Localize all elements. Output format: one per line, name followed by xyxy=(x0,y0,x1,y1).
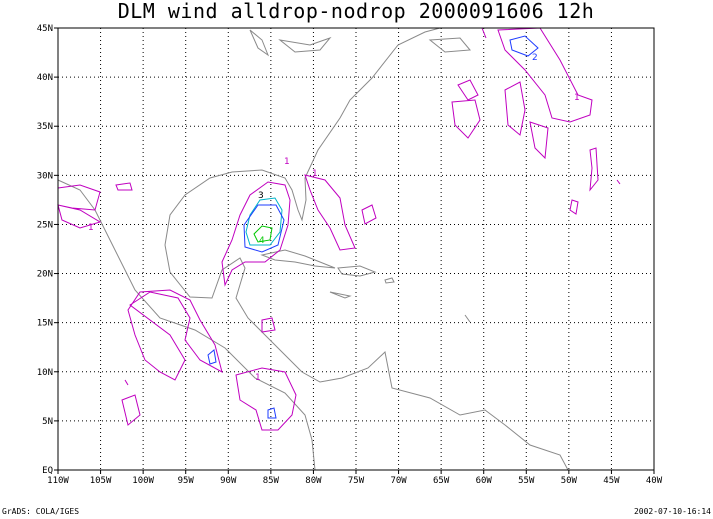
contour-3 xyxy=(245,197,283,246)
contour-1 xyxy=(481,27,593,123)
x-tick-label: 90W xyxy=(220,476,237,486)
grid xyxy=(54,27,655,474)
contour-1 xyxy=(57,182,377,229)
coastline xyxy=(164,244,569,471)
contour-label: 3 xyxy=(258,191,264,201)
x-tick-label: 105W xyxy=(90,476,112,486)
footer-left: GrADS: COLA/IGES xyxy=(2,507,79,516)
y-tick-label: EQ xyxy=(42,466,53,476)
contour-1 xyxy=(127,289,223,381)
contour-4 xyxy=(253,225,273,243)
contour-1 xyxy=(121,317,297,431)
coastline xyxy=(260,249,336,269)
contour-2 xyxy=(243,204,285,253)
contour-labels: 3 4 1 1 1 2 1 1 xyxy=(88,53,580,383)
x-tick-label: 60W xyxy=(476,476,493,486)
coastline xyxy=(164,27,441,246)
contours xyxy=(57,27,621,431)
x-tick-label: 100W xyxy=(132,476,154,486)
y-tick-label: 35N xyxy=(37,122,53,132)
x-tick-label: 80W xyxy=(305,476,322,486)
contour-2 xyxy=(207,35,539,419)
coastlines xyxy=(57,27,569,471)
contour-label: 1 xyxy=(574,93,580,103)
coastline xyxy=(249,29,472,323)
y-tick-label: 15N xyxy=(37,319,53,329)
contour-label: 1 xyxy=(312,169,318,179)
y-tick-label: 30N xyxy=(37,171,53,181)
map-frame xyxy=(57,27,655,471)
coastline xyxy=(57,179,316,471)
footer-right: 2002-07-10-16:14 xyxy=(634,507,711,516)
x-tick-label: 45W xyxy=(603,476,620,486)
x-tick-label: 50W xyxy=(561,476,578,486)
contour-label: 1 xyxy=(284,157,290,167)
contour-1 xyxy=(221,181,291,287)
y-tick-label: 20N xyxy=(37,270,53,280)
x-tick-label: 65W xyxy=(433,476,450,486)
y-tick-label: 25N xyxy=(37,220,53,230)
contour-label: 1 xyxy=(255,373,261,383)
y-tick-label: 5N xyxy=(42,417,53,427)
contour-label: 1 xyxy=(88,223,94,233)
y-tick-label: 45N xyxy=(37,24,53,34)
map-title: DLM wind alldrop-nodrop 2000091606 12h xyxy=(118,0,595,23)
x-tick-label: 70W xyxy=(390,476,407,486)
x-tick-label: 95W xyxy=(178,476,195,486)
y-tick-label: 40N xyxy=(37,73,53,83)
y-tick-label: 10N xyxy=(37,368,53,378)
contour-1 xyxy=(451,79,621,215)
x-tick-label: 110W xyxy=(47,476,69,486)
contour-1 xyxy=(304,174,356,251)
x-tick-label: 55W xyxy=(518,476,535,486)
x-tick-label: 40W xyxy=(646,476,663,486)
x-tick-label: 85W xyxy=(263,476,280,486)
x-tick-label: 75W xyxy=(348,476,365,486)
contour-label: 4 xyxy=(259,236,265,246)
contour-label: 2 xyxy=(532,53,538,63)
